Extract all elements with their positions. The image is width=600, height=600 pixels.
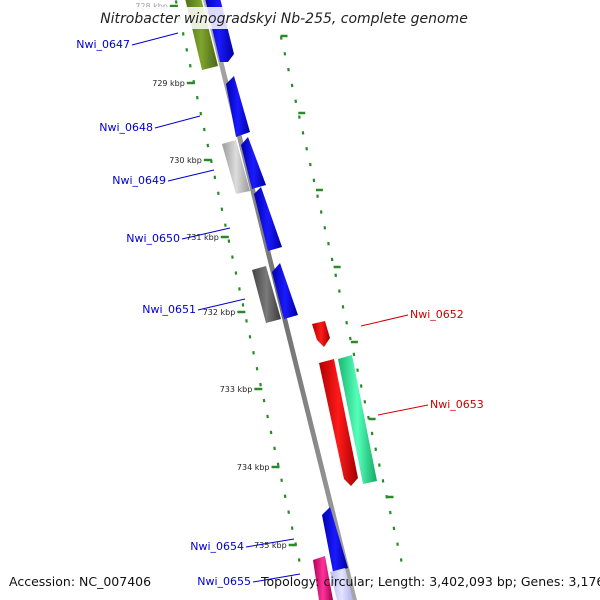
gene-arrow-nwi-0652[interactable] bbox=[312, 321, 330, 347]
gene-label-nwi-0654[interactable]: Nwi_0654 bbox=[190, 538, 295, 553]
gene-label-nwi-0652[interactable]: Nwi_0652 bbox=[360, 308, 464, 327]
gene-leader-line bbox=[252, 573, 301, 583]
gene-label-nwi-0649[interactable]: Nwi_0649 bbox=[112, 169, 215, 187]
scale-tick-label: 732 kbp bbox=[203, 308, 236, 317]
scale-tick-label: 734 kbp bbox=[237, 463, 270, 472]
gene-leader-line bbox=[377, 404, 429, 416]
gene-label-text[interactable]: Nwi_0648 bbox=[99, 121, 153, 134]
gene-label-text[interactable]: Nwi_0649 bbox=[112, 174, 166, 187]
gene-arrow-nwi-0649[interactable] bbox=[241, 137, 266, 189]
scale-tick: 733 kbp bbox=[220, 385, 376, 421]
gene-label-nwi-0651[interactable]: Nwi_0651 bbox=[142, 298, 246, 316]
scale-tick: 729 kbp bbox=[152, 79, 306, 115]
scale-tick-label: 731 kbp bbox=[186, 233, 219, 242]
scale-tick-label: 728 kbp bbox=[135, 2, 168, 11]
cog-lightgray-bar bbox=[222, 140, 250, 194]
gene-arrow-nwi-0653[interactable] bbox=[319, 359, 358, 486]
scale-tick-label: 733 kbp bbox=[220, 385, 253, 394]
gene-label-nwi-0653[interactable]: Nwi_0653 bbox=[377, 398, 484, 416]
gene-label-nwi-0648[interactable]: Nwi_0648 bbox=[99, 115, 201, 134]
cog-darkgray-bar bbox=[252, 266, 281, 323]
gene-arrow-nwi-0650[interactable] bbox=[254, 187, 282, 251]
gene-label-text[interactable]: Nwi_0655 bbox=[197, 575, 251, 588]
gene-leader-line bbox=[181, 227, 231, 240]
scale-tick-label: 729 kbp bbox=[152, 79, 185, 88]
gene-leader-line bbox=[245, 538, 295, 548]
scale-tick-label: 730 kbp bbox=[169, 156, 202, 165]
gene-leader-line bbox=[360, 314, 409, 327]
accession-text: Accession: NC_007406 bbox=[9, 574, 151, 589]
scale-tick: 730 kbp bbox=[169, 156, 323, 192]
page-title: Nitrobacter winogradskyi Nb-255, complet… bbox=[100, 11, 468, 27]
gene-arrow-nwi-0655[interactable] bbox=[330, 568, 353, 600]
scale-track-right bbox=[279, 36, 403, 562]
scale-tick: 731 kbp bbox=[186, 233, 341, 269]
title-backdrop bbox=[115, 7, 453, 29]
genome-summary-text: Topology: circular; Length: 3,402,093 bp… bbox=[260, 574, 600, 589]
gene-label-text[interactable]: Nwi_0651 bbox=[142, 303, 196, 316]
gene-arrow-nwi-0654[interactable] bbox=[322, 507, 348, 572]
gene-label-nwi-0650[interactable]: Nwi_0650 bbox=[126, 227, 231, 245]
ticks-layer: 728 kbp 729 kbp 730 kbp 731 kbp 732 kbp 733 k… bbox=[135, 0, 403, 562]
scale-tick: 728 kbp bbox=[135, 2, 288, 38]
gene-label-nwi-0655[interactable]: Nwi_0655 bbox=[197, 573, 301, 588]
genes-layer bbox=[185, 0, 377, 600]
gene-label-text[interactable]: Nwi_0650 bbox=[126, 232, 180, 245]
gene-leader-line bbox=[131, 32, 179, 46]
gene-label-nwi-0647[interactable]: Nwi_0647 bbox=[76, 32, 179, 51]
gene-label-text[interactable]: Nwi_0652 bbox=[410, 308, 464, 321]
scale-tick-label: 735 kbp bbox=[254, 541, 287, 550]
gene-label-text[interactable]: Nwi_0654 bbox=[190, 540, 244, 553]
cog-magenta-bar bbox=[313, 556, 333, 600]
scale-tick: 732 kbp bbox=[203, 308, 358, 344]
labels-layer: Nwi_0647 Nwi_0648 Nwi_0649 Nwi_0650 Nwi_0651… bbox=[76, 32, 484, 588]
gene-leader-line bbox=[197, 298, 246, 311]
gene-arrow-nwi-0651[interactable] bbox=[272, 263, 298, 319]
gene-arrow-nwi-0648[interactable] bbox=[226, 76, 250, 137]
gene-leader-line bbox=[154, 115, 201, 129]
gene-label-text[interactable]: Nwi_0653 bbox=[430, 398, 484, 411]
gene-leader-line bbox=[167, 169, 215, 182]
scale-tick: 734 kbp bbox=[237, 463, 394, 499]
gene-label-text[interactable]: Nwi_0647 bbox=[76, 38, 130, 51]
cog-green-bar bbox=[338, 355, 377, 484]
scale-tick: 735 kbp bbox=[254, 541, 297, 550]
